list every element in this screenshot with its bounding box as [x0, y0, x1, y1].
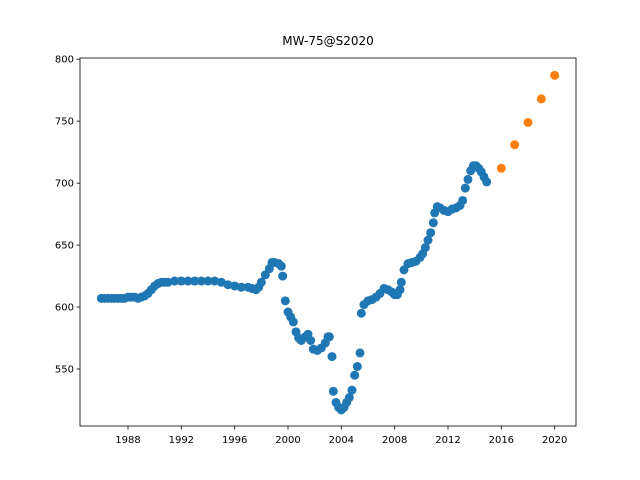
chart-title: MW-75@S2020: [282, 34, 374, 48]
point: [288, 317, 298, 327]
point: [230, 281, 240, 291]
point: [203, 276, 213, 286]
y-tick-label: 800: [55, 55, 74, 66]
x-tick-label: 2008: [382, 435, 407, 446]
point: [190, 276, 200, 286]
x-tick-label: 2020: [542, 435, 567, 446]
point: [344, 393, 354, 403]
point: [536, 94, 546, 104]
x-tick-label: 2016: [489, 435, 514, 446]
point: [420, 243, 430, 253]
point: [256, 277, 266, 287]
point: [395, 285, 405, 295]
y-tick-label: 600: [55, 303, 74, 314]
point: [223, 280, 233, 290]
point: [550, 70, 560, 80]
point: [324, 332, 334, 342]
point: [278, 271, 288, 281]
point: [396, 277, 406, 287]
point: [176, 276, 186, 286]
plot-frame: [79, 57, 577, 427]
point: [327, 352, 337, 362]
point: [350, 370, 360, 380]
point: [328, 386, 338, 396]
point: [426, 228, 436, 238]
y-tick-label: 650: [55, 241, 74, 252]
point: [423, 235, 433, 245]
point: [482, 177, 492, 187]
point: [356, 308, 366, 318]
point: [458, 195, 468, 205]
point: [463, 174, 473, 184]
point: [280, 296, 290, 306]
point: [236, 282, 246, 292]
point: [510, 140, 520, 150]
x-tick-label: 2012: [435, 435, 460, 446]
point: [496, 163, 506, 173]
point: [170, 276, 180, 286]
x-tick-label: 1996: [222, 435, 247, 446]
point: [196, 276, 206, 286]
y-tick-label: 550: [55, 365, 74, 376]
point: [183, 276, 193, 286]
point: [210, 276, 220, 286]
point: [428, 218, 438, 228]
point: [355, 348, 365, 358]
point: [523, 117, 533, 127]
point: [306, 336, 316, 346]
x-tick-label: 1988: [115, 435, 140, 446]
y-tick-label: 700: [55, 179, 74, 190]
point: [276, 261, 286, 271]
x-tick-label: 1992: [169, 435, 194, 446]
point: [352, 362, 362, 372]
point: [460, 183, 470, 193]
y-tick-label: 750: [55, 117, 74, 128]
x-tick-label: 2004: [329, 435, 354, 446]
point: [163, 277, 173, 287]
point: [347, 385, 357, 395]
x-tick-label: 2000: [275, 435, 300, 446]
